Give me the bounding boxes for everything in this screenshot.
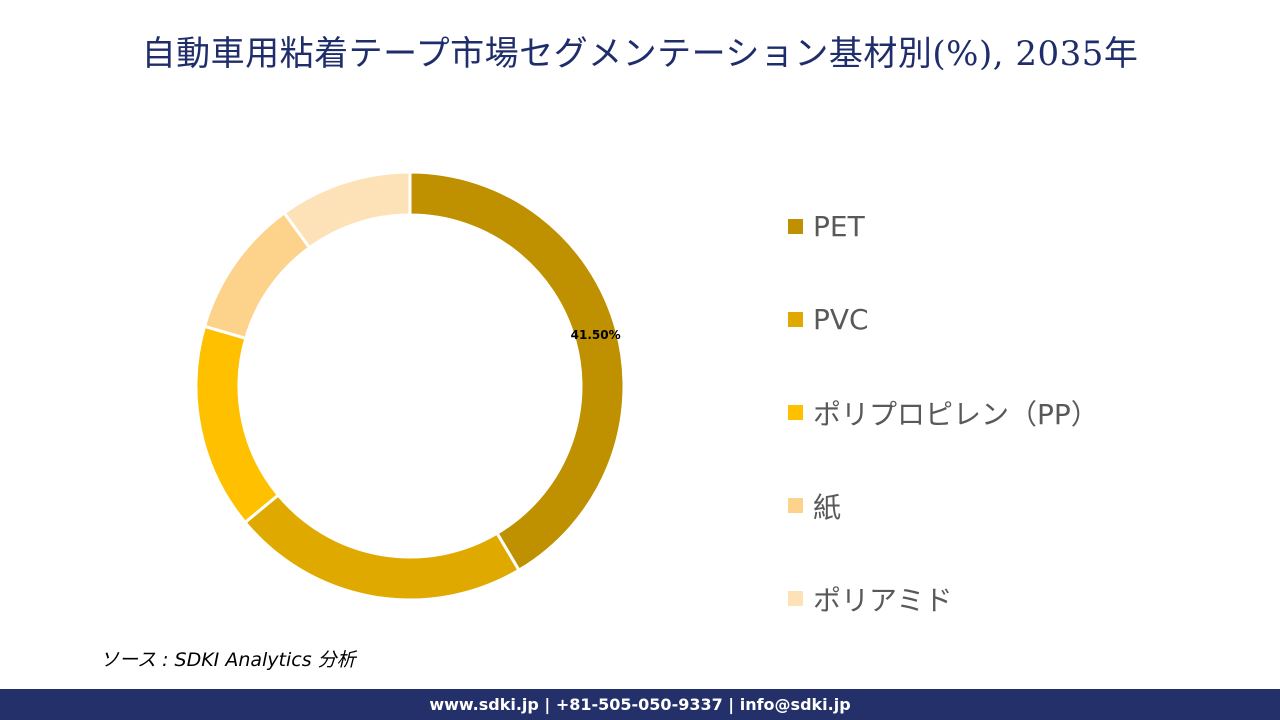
donut-slice-1 bbox=[408, 170, 626, 573]
legend-item-polyamide: ポリアミド bbox=[788, 552, 1099, 645]
data-label: 41.50% bbox=[571, 328, 621, 342]
legend-swatch bbox=[788, 219, 803, 234]
donut-slice-2 bbox=[242, 492, 521, 602]
footer-contact: www.sdki.jp | +81-505-050-9337 | info@sd… bbox=[0, 689, 1280, 720]
legend-swatch bbox=[788, 312, 803, 327]
legend-item-pvc: PVC bbox=[788, 273, 1099, 366]
legend: PET PVC ポリプロピレン（PP） 紙 ポリアミド bbox=[788, 180, 1099, 645]
legend-label: ポリアミド bbox=[813, 583, 953, 617]
legend-swatch bbox=[788, 405, 803, 420]
source-note: ソース : SDKI Analytics 分析 bbox=[100, 649, 356, 671]
donut-chart: 41.50% bbox=[194, 170, 626, 602]
chart-title: 自動車用粘着テープ市場セグメンテーション基材別(%), 2035年 bbox=[141, 34, 1139, 74]
legend-label: PVC bbox=[813, 303, 869, 336]
donut-slice-4 bbox=[202, 210, 312, 341]
legend-label: 紙 bbox=[813, 490, 842, 524]
legend-swatch bbox=[788, 498, 803, 513]
donut-slice-5 bbox=[282, 170, 412, 250]
legend-item-pp: ポリプロピレン（PP） bbox=[788, 366, 1099, 459]
legend-label: PET bbox=[813, 210, 865, 243]
legend-item-paper: 紙 bbox=[788, 459, 1099, 552]
legend-label: ポリプロピレン（PP） bbox=[813, 397, 1099, 431]
legend-swatch bbox=[788, 591, 803, 606]
donut-slice-3 bbox=[194, 324, 281, 525]
legend-item-pet: PET bbox=[788, 180, 1099, 273]
